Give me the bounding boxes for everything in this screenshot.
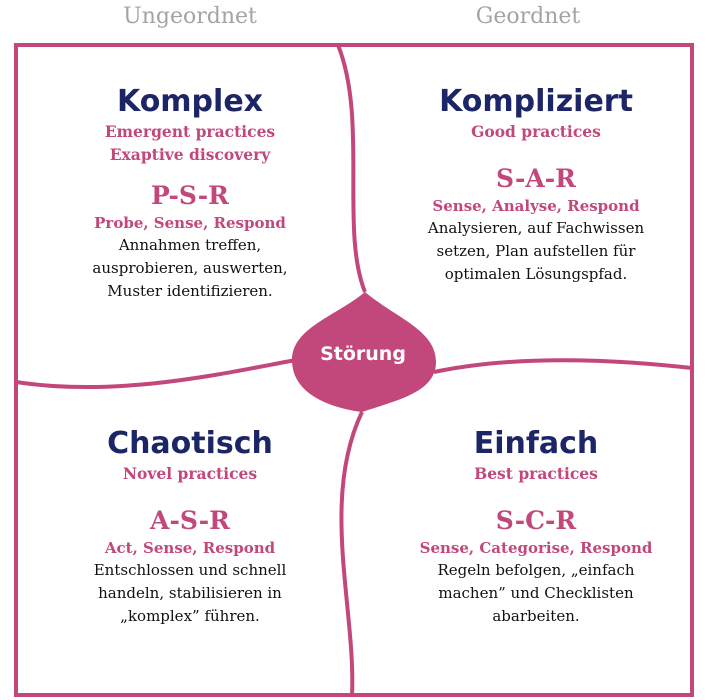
quadrant-method: Act, Sense, Respond	[104, 539, 276, 557]
quadrant-practice: Best practices	[474, 464, 598, 483]
quadrant-method: Sense, Analyse, Respond	[432, 197, 640, 215]
curve-bottom	[339, 411, 364, 696]
quadrant-method: Sense, Categorise, Respond	[419, 539, 653, 557]
quadrant-code: A-S-R	[150, 506, 230, 535]
quadrant-description-line: setzen, Plan aufstellen für	[436, 242, 636, 260]
quadrant-title: Einfach	[473, 426, 599, 461]
quadrant-code: S-A-R	[496, 164, 576, 193]
quadrant-title: Kompliziert	[439, 84, 633, 119]
quadrant-description-line: Annahmen treffen,	[118, 236, 262, 254]
quadrant-komplex: Komplex Emergent practices Exaptive disc…	[40, 84, 340, 303]
quadrant-description-line: handeln, stabilisieren in	[98, 584, 282, 602]
quadrant-description-line: ausprobieren, auswerten,	[92, 259, 288, 277]
quadrant-practice: Emergent practices	[104, 122, 276, 141]
quadrant-description-line: Analysieren, auf Fachwissen	[427, 219, 645, 237]
curve-top	[336, 44, 367, 293]
curve-left	[15, 358, 297, 390]
quadrant-description-line: Regeln befolgen, „einfach	[437, 561, 635, 579]
quadrant-chaotisch: Chaotisch Novel practices A-S-R Act, Sen…	[40, 426, 340, 628]
quadrant-description-line: machen” und Checklisten	[438, 584, 634, 602]
quadrant-description-line: optimalen Lösungspfad.	[444, 265, 628, 283]
stoerung-label: Störung	[320, 343, 406, 365]
quadrant-practice: Good practices	[471, 122, 601, 141]
stoerung-shape	[292, 292, 436, 412]
quadrant-method: Probe, Sense, Respond	[94, 214, 286, 232]
quadrant-description-line: „komplex” führen.	[120, 607, 260, 625]
quadrant-title: Komplex	[116, 84, 264, 119]
quadrant-code: P-S-R	[151, 181, 229, 210]
quadrant-einfach: Einfach Best practices S-C-R Sense, Cate…	[386, 426, 686, 628]
quadrant-title: Chaotisch	[107, 426, 273, 461]
quadrant-description-line: Entschlossen und schnell	[93, 561, 287, 579]
quadrant-description-line: Muster identifizieren.	[107, 282, 273, 300]
quadrant-description-line: abarbeiten.	[492, 607, 580, 625]
curve-right	[433, 358, 693, 374]
quadrant-practice: Exaptive discovery	[109, 145, 271, 164]
quadrant-practice: Novel practices	[122, 464, 258, 483]
quadrant-kompliziert: Kompliziert Good practices S-A-R Sense, …	[386, 84, 686, 286]
quadrant-code: S-C-R	[495, 506, 577, 535]
header-ungeordnet: Ungeordnet	[123, 4, 257, 29]
header-geordnet: Geordnet	[475, 4, 581, 29]
